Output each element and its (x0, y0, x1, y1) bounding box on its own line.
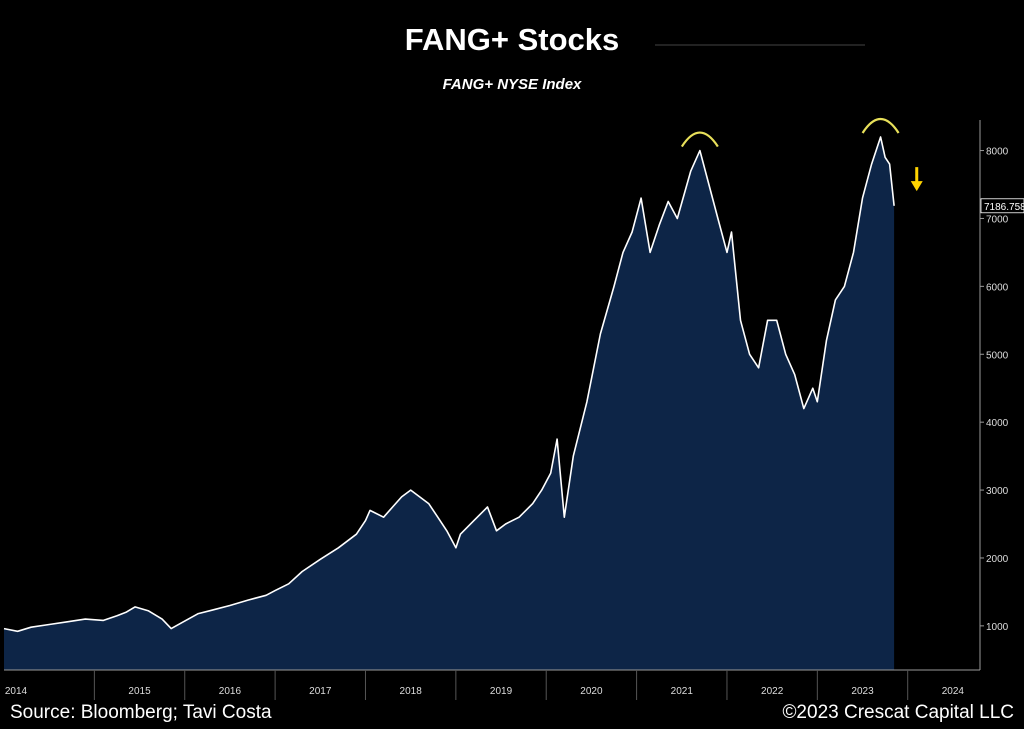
x-tick-label: 2021 (671, 686, 694, 697)
y-tick-label: 5000 (986, 350, 1009, 361)
y-tick-label: 8000 (986, 147, 1009, 158)
x-tick-label: 2022 (761, 686, 784, 697)
y-tick-label: 1000 (986, 622, 1009, 633)
last-value-box (980, 198, 1024, 214)
y-tick-label: 6000 (986, 282, 1009, 293)
x-tick-label: 2018 (400, 686, 423, 697)
x-tick-label: 2016 (219, 686, 242, 697)
down-arrow-head (910, 181, 923, 192)
x-tick-label: 2015 (128, 686, 151, 697)
y-tick-label: 3000 (986, 486, 1009, 497)
peak-arc-annotation (861, 117, 900, 134)
y-tick-label: 4000 (986, 418, 1009, 429)
copyright-note: ©2023 Crescat Capital LLC (782, 702, 1014, 723)
x-tick-label: 2020 (580, 686, 603, 697)
last-value-label: 7186.758 (984, 202, 1024, 213)
series-area-0 (4, 137, 895, 670)
x-tick-label: 2023 (851, 686, 874, 697)
x-tick-label: 2024 (942, 686, 965, 697)
x-tick-label: 2019 (490, 686, 513, 697)
x-tick-label: 2017 (309, 686, 332, 697)
chart-title: FANG+ Stocks (404, 22, 620, 57)
y-tick-label: 2000 (986, 554, 1009, 565)
chart-subtitle: FANG+ NYSE Index (442, 76, 582, 93)
peak-arc-annotation (680, 131, 719, 148)
y-tick-label: 7000 (986, 214, 1009, 225)
series-line-0 (3, 136, 895, 633)
source-note: Source: Bloomberg; Tavi Costa (10, 702, 272, 723)
x-tick-label: 2014 (5, 686, 28, 697)
